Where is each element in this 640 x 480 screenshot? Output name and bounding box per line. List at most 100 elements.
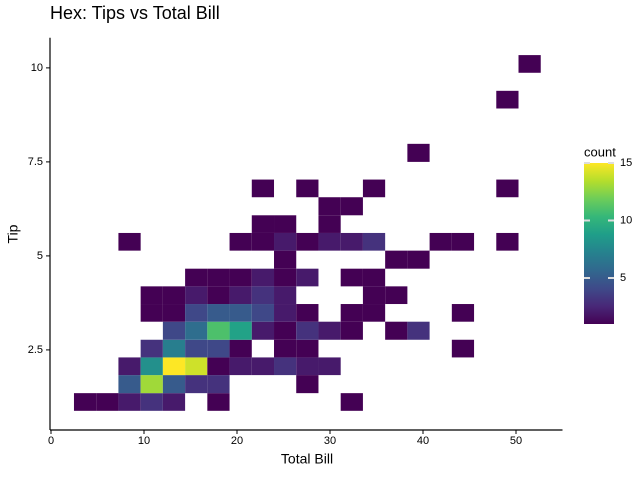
- bin-cell: [274, 357, 297, 376]
- bin-cell: [296, 375, 319, 394]
- legend-title: count: [584, 144, 616, 159]
- bin-cell: [318, 357, 341, 376]
- bin-cell: [385, 321, 408, 340]
- bin-cell: [118, 375, 141, 394]
- bin-cell: [274, 268, 297, 287]
- bin-cell: [140, 339, 163, 358]
- bin-cell: [318, 321, 341, 340]
- bin-cell: [362, 232, 386, 251]
- bin-cell: [140, 375, 163, 394]
- bin-cell: [496, 90, 519, 109]
- bin-cell: [296, 339, 319, 358]
- bin-cell: [296, 268, 319, 287]
- bin-cell: [162, 375, 186, 394]
- bin-cell: [429, 232, 452, 251]
- bin-cell: [296, 304, 319, 322]
- bin-cell: [274, 321, 297, 340]
- bin-cell: [207, 393, 230, 411]
- bin-cell: [229, 339, 252, 358]
- bin-cell: [140, 357, 163, 376]
- x-tick-label: 20: [231, 435, 243, 447]
- bin-cell: [362, 179, 386, 198]
- x-tick-label: 30: [324, 435, 336, 447]
- y-tick-label: 7.5: [28, 156, 43, 168]
- bin-cell: [451, 339, 475, 358]
- bin-cell: [251, 286, 275, 305]
- bin-cell: [362, 304, 386, 322]
- bin-cell: [340, 321, 363, 340]
- bin-cell: [185, 304, 208, 322]
- y-axis-label: Tip: [5, 224, 21, 243]
- bin-cell: [207, 321, 230, 340]
- x-tick-label: 0: [48, 435, 54, 447]
- bin-cell: [318, 232, 341, 251]
- bin-cell: [362, 286, 386, 305]
- bin-cell: [362, 268, 386, 287]
- bin-cell: [229, 321, 252, 340]
- colorbar-label: 5: [620, 272, 626, 284]
- bin-cell: [274, 232, 297, 251]
- bin-cell: [118, 393, 141, 411]
- bin-cell: [229, 286, 252, 305]
- bin-cell: [185, 286, 208, 305]
- chart-title: Hex: Tips vs Total Bill: [50, 3, 220, 23]
- x-tick-label: 50: [510, 435, 522, 447]
- colorbar-label: 10: [620, 214, 632, 226]
- bin-cell: [251, 321, 275, 340]
- y-tick-label: 5: [37, 250, 43, 262]
- bin-cell: [118, 357, 141, 376]
- bin-cell: [340, 268, 363, 287]
- bin-cell: [207, 375, 230, 394]
- bin-cell: [140, 393, 163, 411]
- bin-cell: [518, 55, 541, 73]
- bin-cell: [207, 268, 230, 287]
- bin-cell: [185, 321, 208, 340]
- x-tick-label: 40: [417, 435, 429, 447]
- bin-cell: [296, 179, 319, 198]
- bin-cell: [140, 304, 163, 322]
- bin-cell: [274, 250, 297, 269]
- bin-cell: [207, 357, 230, 376]
- bin-cell: [162, 286, 186, 305]
- bin-cell: [185, 375, 208, 394]
- bin-cell: [229, 232, 252, 251]
- bin-cell: [73, 393, 97, 411]
- bin-cell: [229, 304, 252, 322]
- bin-cell: [162, 339, 186, 358]
- bin-cell: [296, 321, 319, 340]
- bin-cell: [251, 268, 275, 287]
- bin-cell: [162, 304, 186, 322]
- colorbar: [584, 163, 614, 324]
- bin-cell: [274, 286, 297, 305]
- bin-cell: [318, 197, 341, 216]
- bin-cell: [185, 268, 208, 287]
- bin-cell: [251, 215, 275, 233]
- bin-cell: [162, 321, 186, 340]
- bin-cell: [185, 357, 208, 376]
- bin-cell: [207, 286, 230, 305]
- bin-cell: [451, 304, 475, 322]
- x-axis-label: Total Bill: [281, 451, 333, 467]
- bin-cell: [274, 339, 297, 358]
- colorbar-label: 15: [620, 157, 632, 169]
- bin-cell: [274, 304, 297, 322]
- bin-cell: [340, 232, 363, 251]
- bin-cell: [251, 232, 275, 251]
- bin-cell: [274, 215, 297, 233]
- bin-cell: [140, 286, 163, 305]
- bin-cell: [229, 357, 252, 376]
- bin-cell: [496, 232, 519, 251]
- y-tick-label: 10: [31, 62, 43, 74]
- bin-cell: [251, 357, 275, 376]
- bin-cell: [385, 250, 408, 269]
- bin-cell: [407, 250, 430, 269]
- bin-cell: [96, 393, 119, 411]
- bin-cell: [185, 339, 208, 358]
- bin-cell: [296, 232, 319, 251]
- bin-cell: [451, 232, 475, 251]
- y-tick-label: 2.5: [28, 344, 43, 356]
- bin-cell: [251, 304, 275, 322]
- bin-cell: [207, 304, 230, 322]
- bin-cell: [118, 232, 141, 251]
